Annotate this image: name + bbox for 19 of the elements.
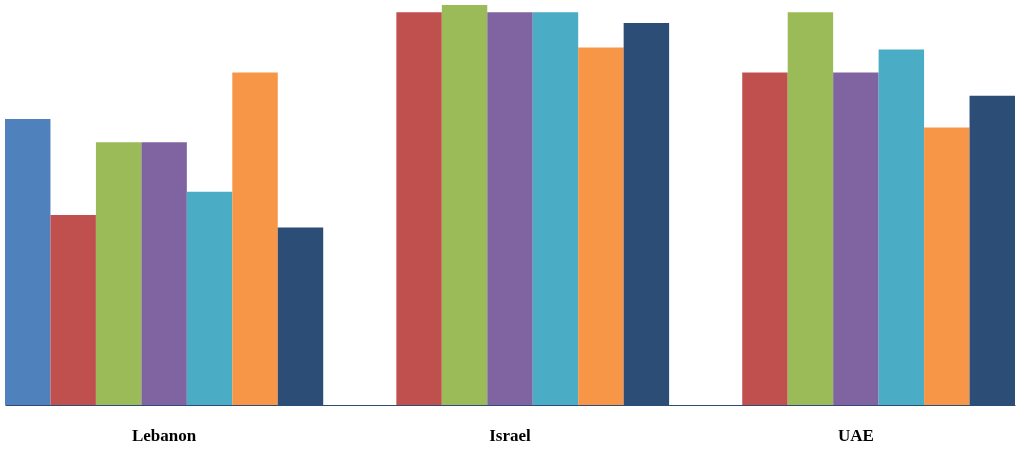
x-tick-label: Israel <box>489 425 532 445</box>
bar <box>50 215 96 405</box>
bar <box>742 72 788 405</box>
x-tick-label: UAE <box>837 425 874 445</box>
bar <box>396 12 442 405</box>
bar <box>441 5 488 405</box>
bar <box>924 127 970 405</box>
bar <box>232 72 278 405</box>
bar <box>5 119 51 405</box>
bar <box>532 12 579 405</box>
x-tick-label: Lebanon <box>131 425 197 445</box>
bar <box>578 47 624 405</box>
bar <box>95 142 142 405</box>
bar <box>186 191 233 405</box>
bar <box>141 142 187 405</box>
bar <box>487 12 533 405</box>
bar <box>878 49 925 405</box>
bar <box>787 12 834 405</box>
bar <box>833 72 879 405</box>
